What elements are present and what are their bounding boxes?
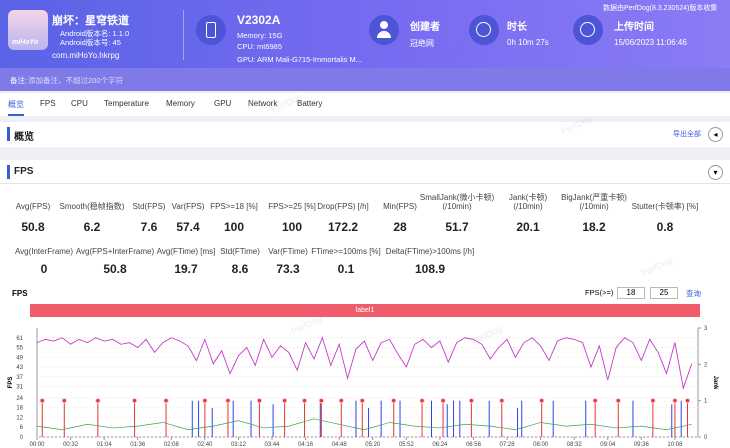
overview-title: 概览: [14, 132, 34, 143]
stat-value: 172.2: [327, 220, 359, 234]
tab-underline: [8, 114, 24, 116]
stat-label: Delta(FTime)>100ms [/h]: [385, 247, 475, 256]
tab[interactable]: GPU: [214, 99, 232, 108]
stat-value: 19.7: [174, 262, 198, 276]
memory: Memory: 15G: [237, 31, 283, 40]
gpu: GPU: ARM Mali-G715-Immortalis M...: [237, 55, 363, 64]
upload-icon: [573, 15, 603, 45]
chart-title: FPS: [12, 289, 28, 298]
accent: [7, 127, 10, 141]
accent: [7, 165, 10, 179]
header: [0, 0, 730, 68]
collapse-button[interactable]: ▾: [708, 165, 723, 180]
android-version-name: Android版本名: 1.1.0: [60, 29, 130, 38]
stat-value: 73.3: [276, 262, 300, 276]
stat-value: 50.8: [21, 220, 45, 234]
stat-value: 108.9: [414, 262, 446, 276]
stat-label: Avg(InterFrame): [14, 247, 74, 256]
tab[interactable]: FPS: [40, 99, 56, 108]
device-icon: [196, 15, 226, 45]
duration-label: 时长: [507, 22, 527, 33]
stat-value: 8.6: [231, 262, 249, 276]
stat-label: Std(FPS): [132, 202, 166, 211]
stat-label: Var(FTime): [268, 247, 308, 256]
stat-value: 28: [393, 220, 407, 234]
fps-title: FPS: [14, 166, 34, 177]
stat-label: (/10min): [513, 202, 543, 211]
tab[interactable]: Network: [248, 99, 278, 108]
note-label: 备注:: [10, 76, 28, 85]
stat-label: Std(FTime): [220, 247, 260, 256]
stat-label: Avg(FPS): [15, 202, 51, 211]
export-all[interactable]: 导出全部: [673, 131, 701, 138]
note-input[interactable]: 添加备注，不超过200个字符: [28, 76, 124, 85]
stat-label: BigJank(严重卡顿): [561, 193, 627, 202]
device-name: V2302A: [237, 13, 281, 27]
threshold-input[interactable]: 18: [617, 287, 645, 299]
stat-label: (/10min): [579, 202, 609, 211]
stat-label: Jank(卡顿): [508, 193, 548, 202]
stat-label: (/10min): [442, 202, 472, 211]
stat-value: 0.8: [656, 220, 674, 234]
tab[interactable]: Memory: [166, 99, 195, 108]
stat-label: Stutter(卡顿率) [%]: [631, 202, 699, 211]
tab-bar: [0, 93, 730, 116]
divider: [183, 10, 184, 60]
stat-value: 0.1: [337, 262, 355, 276]
stat-value: 20.1: [516, 220, 540, 234]
stat-value: 51.7: [445, 220, 469, 234]
stat-value: 57.4: [176, 220, 200, 234]
upload-time: 15/06/2023 11:06:46: [614, 38, 687, 47]
stat-label: Avg(FTime) [ms]: [156, 247, 216, 256]
stat-label: FPS>=18 [%]: [210, 202, 258, 211]
app-icon: miHoYo: [8, 10, 48, 50]
stat-value: 100: [281, 220, 303, 234]
stat-label: FPS>=25 [%]: [268, 202, 316, 211]
divider: [0, 183, 730, 184]
note-bar: [0, 68, 730, 91]
tab[interactable]: Temperature: [104, 99, 149, 108]
creator: 冠绝网: [410, 39, 434, 48]
stat-value: 50.8: [103, 262, 127, 276]
stat-value: 0: [40, 262, 48, 276]
stat-label: Drop(FPS) [/h]: [317, 202, 369, 211]
tab[interactable]: Battery: [297, 99, 323, 108]
source: 数据由PerfDog(8.3.230524)版本收集: [603, 5, 718, 12]
overview-panel: 概览 导出全部 ◂: [0, 122, 730, 147]
creator-icon: [369, 15, 399, 45]
stat-label: Var(FPS): [171, 202, 205, 211]
package: com.miHoYo.hkrpg: [52, 51, 120, 60]
app-name: 崩坏：星穹铁道: [52, 15, 129, 27]
label-band: label1: [30, 304, 700, 317]
app-icon-text: miHoYo: [12, 39, 39, 46]
stat-label: Smooth(稳帧指数): [59, 202, 125, 211]
stat-value: 100: [223, 220, 245, 234]
upload-label: 上传时间: [614, 22, 654, 33]
tab[interactable]: CPU: [71, 99, 88, 108]
stat-value: 18.2: [582, 220, 606, 234]
stat-label: SmallJank(微小卡顿): [419, 193, 495, 202]
stat-label: Avg(FPS+InterFrame): [75, 247, 155, 256]
threshold-label: FPS(>=): [585, 288, 614, 297]
stat-label: Min(FPS): [383, 202, 417, 211]
stat-value: 6.2: [83, 220, 101, 234]
tab[interactable]: 概览: [8, 100, 24, 109]
query-button[interactable]: 查询: [686, 289, 701, 298]
cpu: CPU: mt6985: [237, 42, 283, 51]
collapse-button[interactable]: ◂: [708, 127, 723, 142]
stat-value: 7.6: [140, 220, 158, 234]
threshold-input[interactable]: 25: [650, 287, 678, 299]
creator-label: 创建者: [410, 22, 440, 33]
android-version-code: Android版本号: 45: [60, 38, 121, 47]
duration-icon: [469, 15, 499, 45]
duration: 0h 10m 27s: [507, 38, 549, 47]
stat-label: FTime>=100ms [%]: [311, 247, 381, 256]
